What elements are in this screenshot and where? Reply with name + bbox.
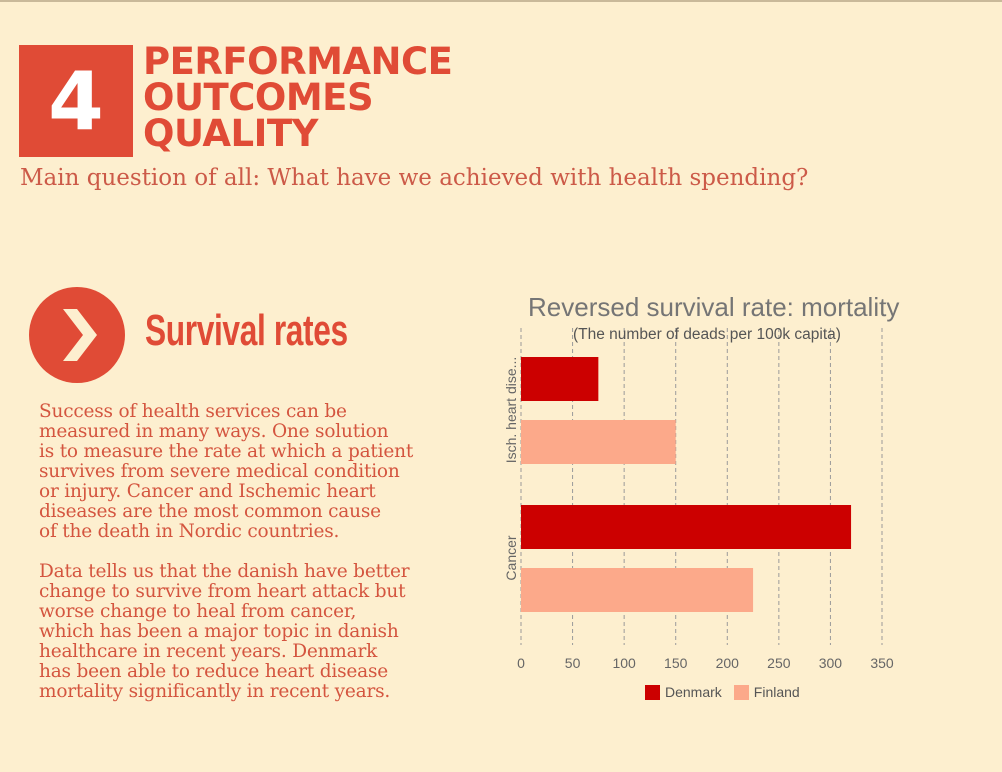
bar-finland-cancer — [521, 568, 754, 612]
legend-item-denmark[interactable]: Denmark — [645, 684, 722, 700]
legend-swatch-denmark — [645, 684, 660, 700]
chart-legend: Denmark Finland — [645, 684, 800, 700]
paragraph-line: has been able to reduce heart disease — [39, 661, 388, 682]
legend-label-finland: Finland — [753, 684, 800, 700]
bar-denmark-cancer — [521, 505, 852, 549]
section-number: 4 — [48, 54, 104, 148]
paragraph-line: Success of health services can be — [39, 401, 347, 422]
y-category-label: Isch. heart dise... — [503, 357, 519, 464]
x-tick-label: 350 — [870, 655, 894, 671]
chart-title: Reversed survival rate: mortality — [528, 292, 900, 322]
paragraph-2: Data tells us that the danish have bette… — [39, 562, 459, 702]
x-tick-label: 200 — [716, 655, 740, 671]
paragraph-line: measured in many ways. One solution — [39, 421, 389, 442]
paragraph-line: worse change to heal from cancer, — [39, 601, 357, 622]
title-line-1: PERFORMANCE — [143, 40, 453, 83]
legend-swatch-finland — [733, 684, 749, 700]
paragraph-line: diseases are the most common cause — [39, 501, 381, 522]
section-title: Survival rates — [145, 306, 348, 355]
chart-subtitle: (The number of deads per 100k capita) — [573, 326, 841, 343]
paragraph-line: Data tells us that the danish have bette… — [39, 561, 410, 582]
paragraph-line: mortality significantly in recent years. — [39, 681, 391, 702]
paragraph-line: healthcare in recent years. Denmark — [39, 641, 378, 662]
y-category-label: Cancer — [503, 535, 519, 580]
paragraph-1: Success of health services can be measur… — [39, 402, 459, 542]
x-tick-label: 250 — [767, 655, 791, 671]
section-number-badge: 4 — [19, 45, 133, 157]
legend-label-denmark: Denmark — [665, 684, 722, 700]
paragraph-line: or injury. Cancer and Ischemic heart — [39, 481, 376, 502]
paragraph-line: change to survive from heart attack but — [39, 581, 406, 602]
x-tick-label: 100 — [612, 655, 636, 671]
bar-finland-ischemic-heart — [521, 420, 676, 464]
x-tick-label: 50 — [565, 655, 581, 671]
title-line-2: OUTCOMES — [143, 76, 374, 119]
paragraph-line: survives from severe medical condition — [39, 461, 400, 482]
top-border — [0, 0, 1002, 2]
paragraph-line: is to measure the rate at which a patien… — [39, 441, 414, 462]
legend-item-finland[interactable]: Finland — [733, 684, 800, 700]
paragraph-line: of the death in Nordic countries. — [39, 521, 340, 542]
page-title: PERFORMANCE OUTCOMES QUALITY — [143, 40, 453, 155]
bar-denmark-ischemic-heart — [521, 357, 599, 401]
x-tick-label: 300 — [819, 655, 843, 671]
x-tick-label: 0 — [517, 655, 525, 671]
x-tick-label: 150 — [664, 655, 688, 671]
chevron-right-icon — [29, 287, 125, 383]
page-subtitle: Main question of all: What have we achie… — [20, 165, 809, 191]
paragraph-line: which has been a major topic in danish — [39, 621, 399, 642]
title-line-3: QUALITY — [143, 112, 318, 155]
